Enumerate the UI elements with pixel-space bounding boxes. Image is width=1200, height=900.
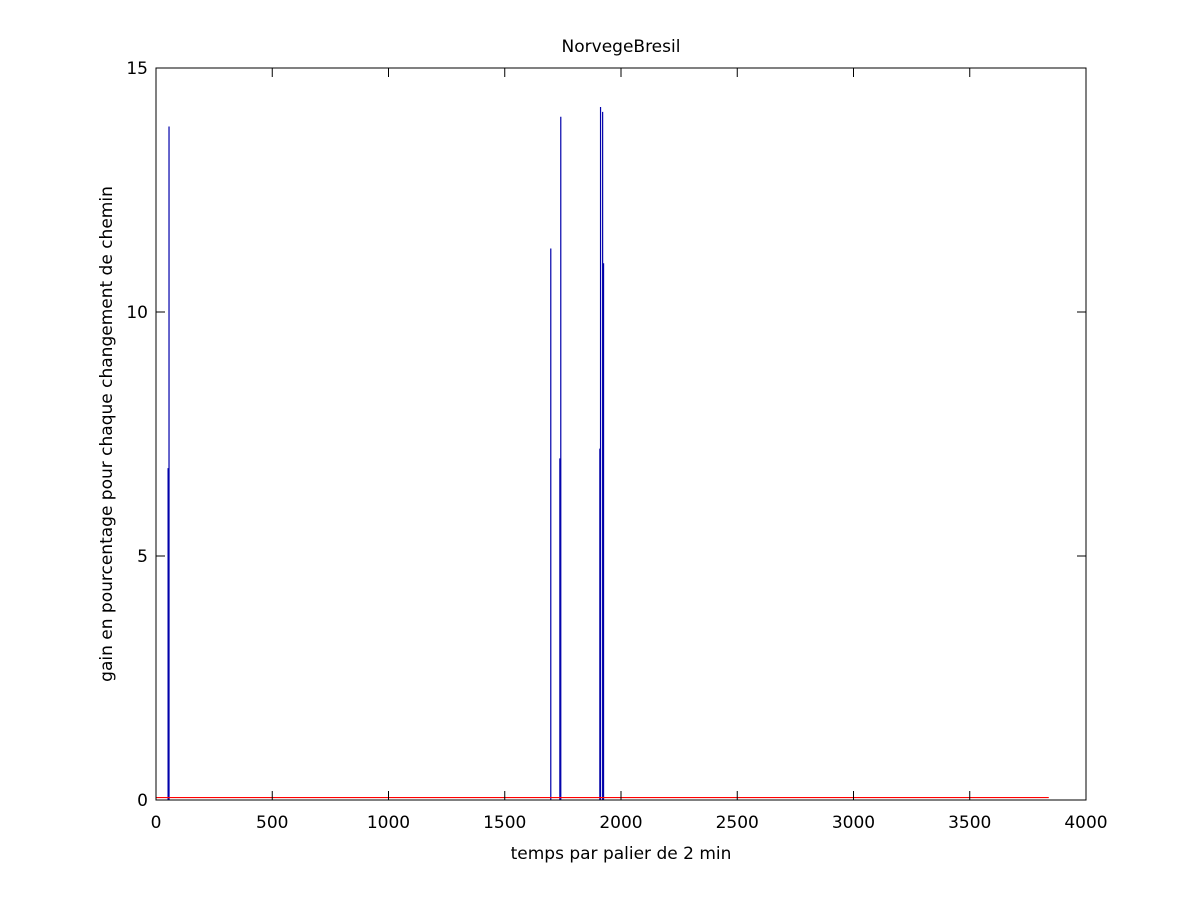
x-tick-label: 4000 — [1064, 813, 1107, 833]
plot-area — [156, 68, 1086, 800]
y-tick-label: 0 — [137, 791, 148, 811]
y-tick-label: 10 — [126, 303, 148, 323]
x-tick-label: 2500 — [716, 813, 759, 833]
x-tick-label: 1500 — [483, 813, 526, 833]
y-tick-label: 5 — [137, 547, 148, 567]
x-tick-label: 3000 — [832, 813, 875, 833]
chart-title: NorvegeBresil — [562, 37, 681, 57]
x-axis-label: temps par palier de 2 min — [511, 844, 732, 864]
x-tick-label: 3500 — [948, 813, 991, 833]
x-tick-label: 0 — [151, 813, 162, 833]
y-tick-label: 15 — [126, 59, 148, 79]
series-layer — [156, 107, 1049, 800]
y-axis-label: gain en pourcentage pour chaque changeme… — [97, 186, 117, 682]
x-tick-label: 500 — [256, 813, 288, 833]
tick-layer: 0 500 1000 1500 2000 2500 3000 3500 4000 0 5 10 15 — [126, 59, 1107, 833]
x-tick-label: 2000 — [599, 813, 642, 833]
x-tick-label: 1000 — [367, 813, 410, 833]
